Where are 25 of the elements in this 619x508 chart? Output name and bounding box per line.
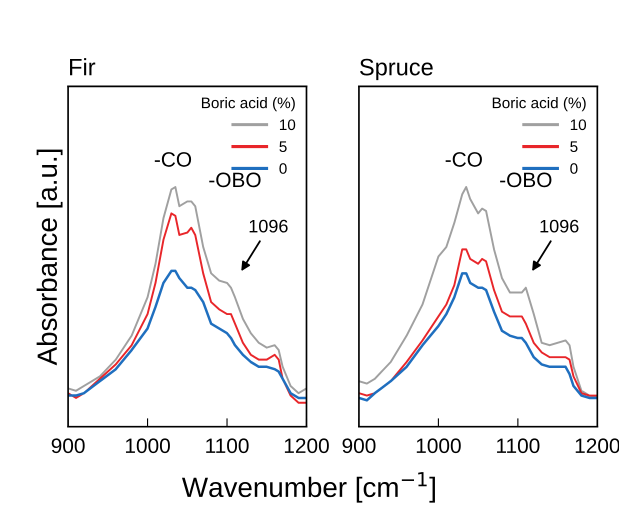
y-axis-title: Absorbance [a.u.] [36, 150, 63, 366]
chart-title: Spruce [360, 58, 433, 80]
chart-title: Fir [70, 58, 96, 76]
x-tick-label: 1000 [126, 438, 170, 454]
x-tick-label: 1000 [416, 438, 461, 454]
text: -CO [154, 152, 192, 167]
x-axis-title: Wavenumber [cm$^{−1}$] [182, 472, 435, 503]
x-tick-label: 1200 [284, 438, 329, 454]
legend-label: 5 [279, 141, 287, 152]
x-tick-label: 1100 [497, 438, 540, 454]
legend-label: 5 [570, 141, 578, 152]
x-tick-label: 900 [52, 438, 85, 454]
annotation: -OBO [209, 172, 261, 188]
legend-label: 10 [280, 119, 296, 130]
annotation: -OBO [500, 172, 552, 188]
text: -CO [446, 152, 482, 167]
annotation: 1096 [250, 220, 288, 233]
legend-title: Boric acid (%) [202, 97, 295, 112]
legend-label: 0 [570, 163, 578, 174]
x-tick-label: 1100 [206, 438, 249, 454]
legend-label: 0 [279, 163, 287, 174]
annotation: 1096 [540, 220, 578, 233]
x-tick-label: 900 [342, 438, 376, 454]
legend-label: 10 [570, 119, 586, 130]
legend-title: Boric acid (%) [492, 97, 586, 112]
